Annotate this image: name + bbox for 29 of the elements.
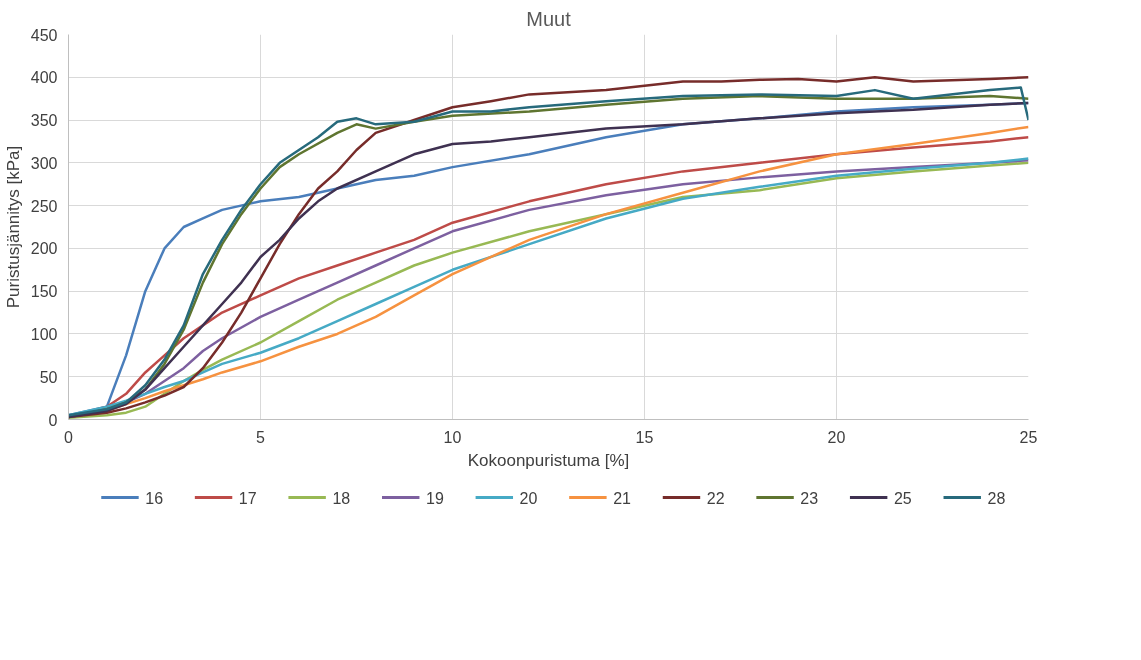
y-tick-label: 100 xyxy=(30,325,58,343)
y-tick-label: 450 xyxy=(30,26,58,44)
x-tick-label: 0 xyxy=(64,428,74,446)
y-axis-title: Puristusjännitys [kPa] xyxy=(3,145,23,309)
y-tick-label: 250 xyxy=(30,197,58,215)
y-tick-label: 150 xyxy=(30,283,58,301)
y-tick-label: 350 xyxy=(30,112,58,130)
legend-label: 19 xyxy=(425,489,444,507)
legend-label: 17 xyxy=(238,489,257,507)
legend-label: 18 xyxy=(332,489,351,507)
y-tick-label: 50 xyxy=(39,368,58,386)
y-tick-label: 300 xyxy=(30,154,58,172)
legend-label: 16 xyxy=(145,489,164,507)
x-tick-label: 5 xyxy=(256,428,266,446)
chart-title: Muut xyxy=(526,7,572,30)
x-tick-label: 25 xyxy=(1019,428,1038,446)
y-tick-label: 0 xyxy=(48,411,58,429)
x-axis-title: Kokoonpuristuma [%] xyxy=(467,450,630,470)
y-tick-label: 200 xyxy=(30,240,58,258)
legend-label: 21 xyxy=(613,489,632,507)
legend-label: 23 xyxy=(800,489,819,507)
legend-label: 22 xyxy=(706,489,725,507)
x-tick-label: 15 xyxy=(635,428,654,446)
legend-label: 20 xyxy=(519,489,538,507)
x-tick-label: 20 xyxy=(827,428,846,446)
x-tick-label: 10 xyxy=(443,428,462,446)
legend-label: 25 xyxy=(893,489,912,507)
legend-label: 28 xyxy=(987,489,1006,507)
y-tick-label: 400 xyxy=(30,69,58,87)
